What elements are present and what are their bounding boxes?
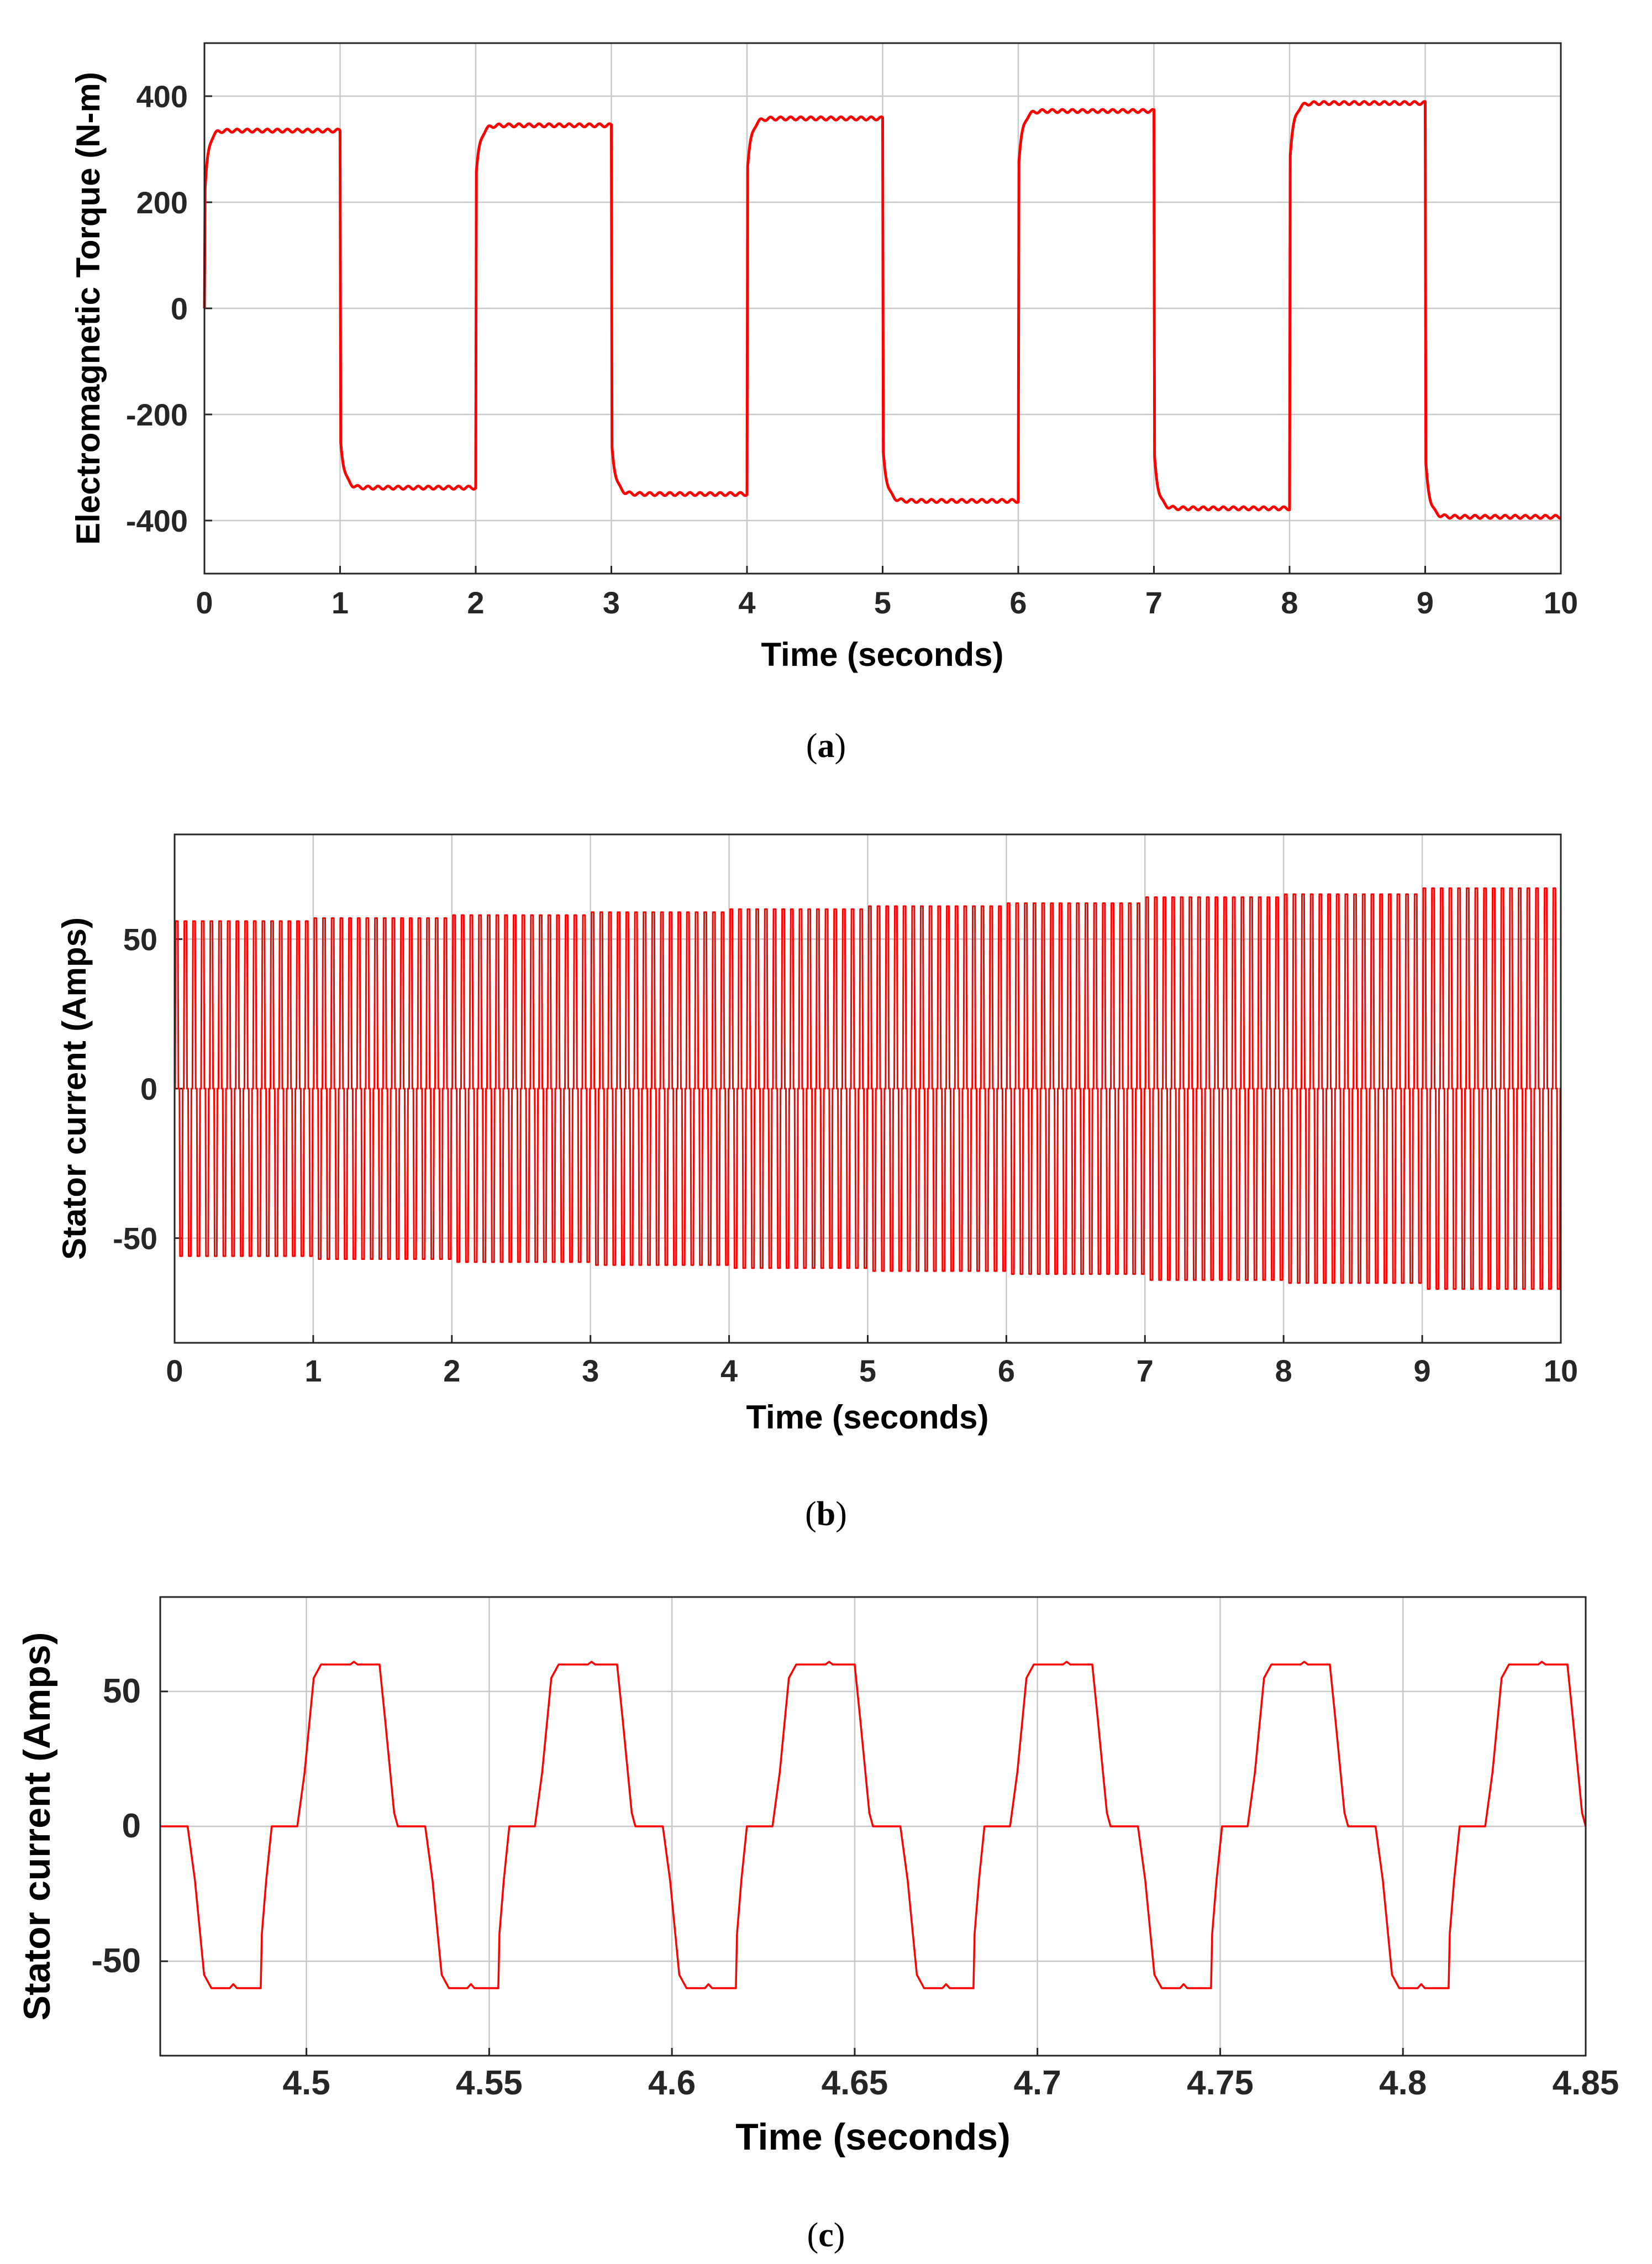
y-tick-labels: -400 -200 0 200 400 xyxy=(126,79,188,538)
x-tick-label: 9 xyxy=(1414,1353,1431,1388)
x-tick-label: 5 xyxy=(859,1353,876,1388)
y-tick-label: 0 xyxy=(140,1071,157,1106)
caption-b: (b) xyxy=(805,1495,847,1533)
x-axis-label: Time (seconds) xyxy=(761,636,1003,673)
x-tick-label: 5 xyxy=(874,585,891,620)
caption-a: (a) xyxy=(806,727,846,765)
y-tick-label: -50 xyxy=(91,1942,141,1980)
x-tick-label: 3 xyxy=(582,1353,599,1388)
y-tick-labels: -50 0 50 xyxy=(113,922,157,1256)
x-tick-labels: 0 1 2 3 4 5 6 7 8 9 10 xyxy=(196,585,1578,620)
x-tick-label: 3 xyxy=(603,585,620,620)
x-tick-label: 4.5 xyxy=(283,2064,330,2102)
y-tick-label: -50 xyxy=(113,1221,157,1256)
caption-letter: a xyxy=(818,727,835,765)
caption-letter: b xyxy=(817,1495,835,1533)
x-tick-label: 6 xyxy=(998,1353,1015,1388)
x-tick-label: 4.6 xyxy=(648,2064,696,2102)
x-tick-label: 4 xyxy=(738,585,755,620)
y-tick-label: 0 xyxy=(122,1807,141,1845)
x-tick-label: 0 xyxy=(166,1353,183,1388)
plot-frame xyxy=(159,1596,1587,2057)
series-line xyxy=(203,100,1562,520)
panel-a-torque-chart: 0 1 2 3 4 5 6 7 8 9 10 -400 -200 0 200 400 Time (secon… xyxy=(70,42,1578,765)
y-tick-labels: -50 0 50 xyxy=(91,1672,141,1980)
y-tick-label: -200 xyxy=(126,397,188,432)
y-tick-label: 400 xyxy=(136,79,188,114)
x-tick-label: 8 xyxy=(1275,1353,1292,1388)
x-tick-label: 4.75 xyxy=(1187,2064,1254,2102)
x-tick-label: 4.55 xyxy=(456,2064,523,2102)
x-tick-labels: 4.5 4.55 4.6 4.65 4.7 4.75 4.8 4.85 xyxy=(283,2064,1619,2102)
x-tick-label: 1 xyxy=(304,1353,322,1388)
x-tick-labels: 0 1 2 3 4 5 6 7 8 9 10 xyxy=(166,1353,1578,1388)
y-tick-label: 50 xyxy=(123,922,157,957)
series-line xyxy=(160,1661,1587,1989)
x-tick-label: 9 xyxy=(1417,585,1434,620)
x-tick-label: 10 xyxy=(1544,585,1578,620)
y-axis-label: Stator current (Amps) xyxy=(56,917,93,1260)
torque-line xyxy=(203,100,1562,520)
x-tick-label: 4 xyxy=(720,1353,738,1388)
x-tick-label: 4.65 xyxy=(822,2064,888,2102)
x-tick-label: 7 xyxy=(1137,1353,1154,1388)
stator-current-line xyxy=(174,887,1561,1290)
x-tick-label: 4.7 xyxy=(1014,2064,1061,2102)
x-tick-label: 2 xyxy=(467,585,484,620)
x-tick-label: 7 xyxy=(1145,585,1162,620)
plot-frame xyxy=(203,42,1562,575)
plot-frame xyxy=(173,833,1562,1344)
x-tick-label: 10 xyxy=(1544,1353,1578,1388)
panel-c-stator-current-zoom-chart: 4.5 4.55 4.6 4.65 4.7 4.75 4.8 4.85 -50 0 50 Time… xyxy=(16,1596,1619,2254)
x-tick-label: 4.85 xyxy=(1553,2064,1619,2102)
series-line xyxy=(174,887,1561,1290)
panel-b-stator-current-chart: 0 1 2 3 4 5 6 7 8 9 10 -50 0 50 Time (seconds) Stato… xyxy=(56,833,1578,1533)
y-axis-label: Electromagnetic Torque (N-m) xyxy=(70,72,107,545)
y-tick-label: 0 xyxy=(171,291,188,326)
x-axis-label: Time (seconds) xyxy=(746,1399,988,1436)
y-tick-label: -400 xyxy=(126,503,188,538)
x-axis-label: Time (seconds) xyxy=(735,2116,1011,2158)
x-tick-label: 2 xyxy=(443,1353,460,1388)
stator-current-zoom-line xyxy=(160,1661,1587,1989)
x-tick-label: 0 xyxy=(196,585,213,620)
x-tick-label: 8 xyxy=(1281,585,1298,620)
x-tick-label: 6 xyxy=(1009,585,1027,620)
x-tick-label: 4.8 xyxy=(1379,2064,1427,2102)
x-tick-label: 1 xyxy=(332,585,349,620)
y-tick-label: 200 xyxy=(136,185,188,220)
y-axis-label: Stator current (Amps) xyxy=(16,1632,58,2021)
caption-c: (c) xyxy=(807,2216,845,2254)
caption-letter: c xyxy=(818,2216,834,2254)
y-tick-label: 50 xyxy=(103,1672,141,1710)
